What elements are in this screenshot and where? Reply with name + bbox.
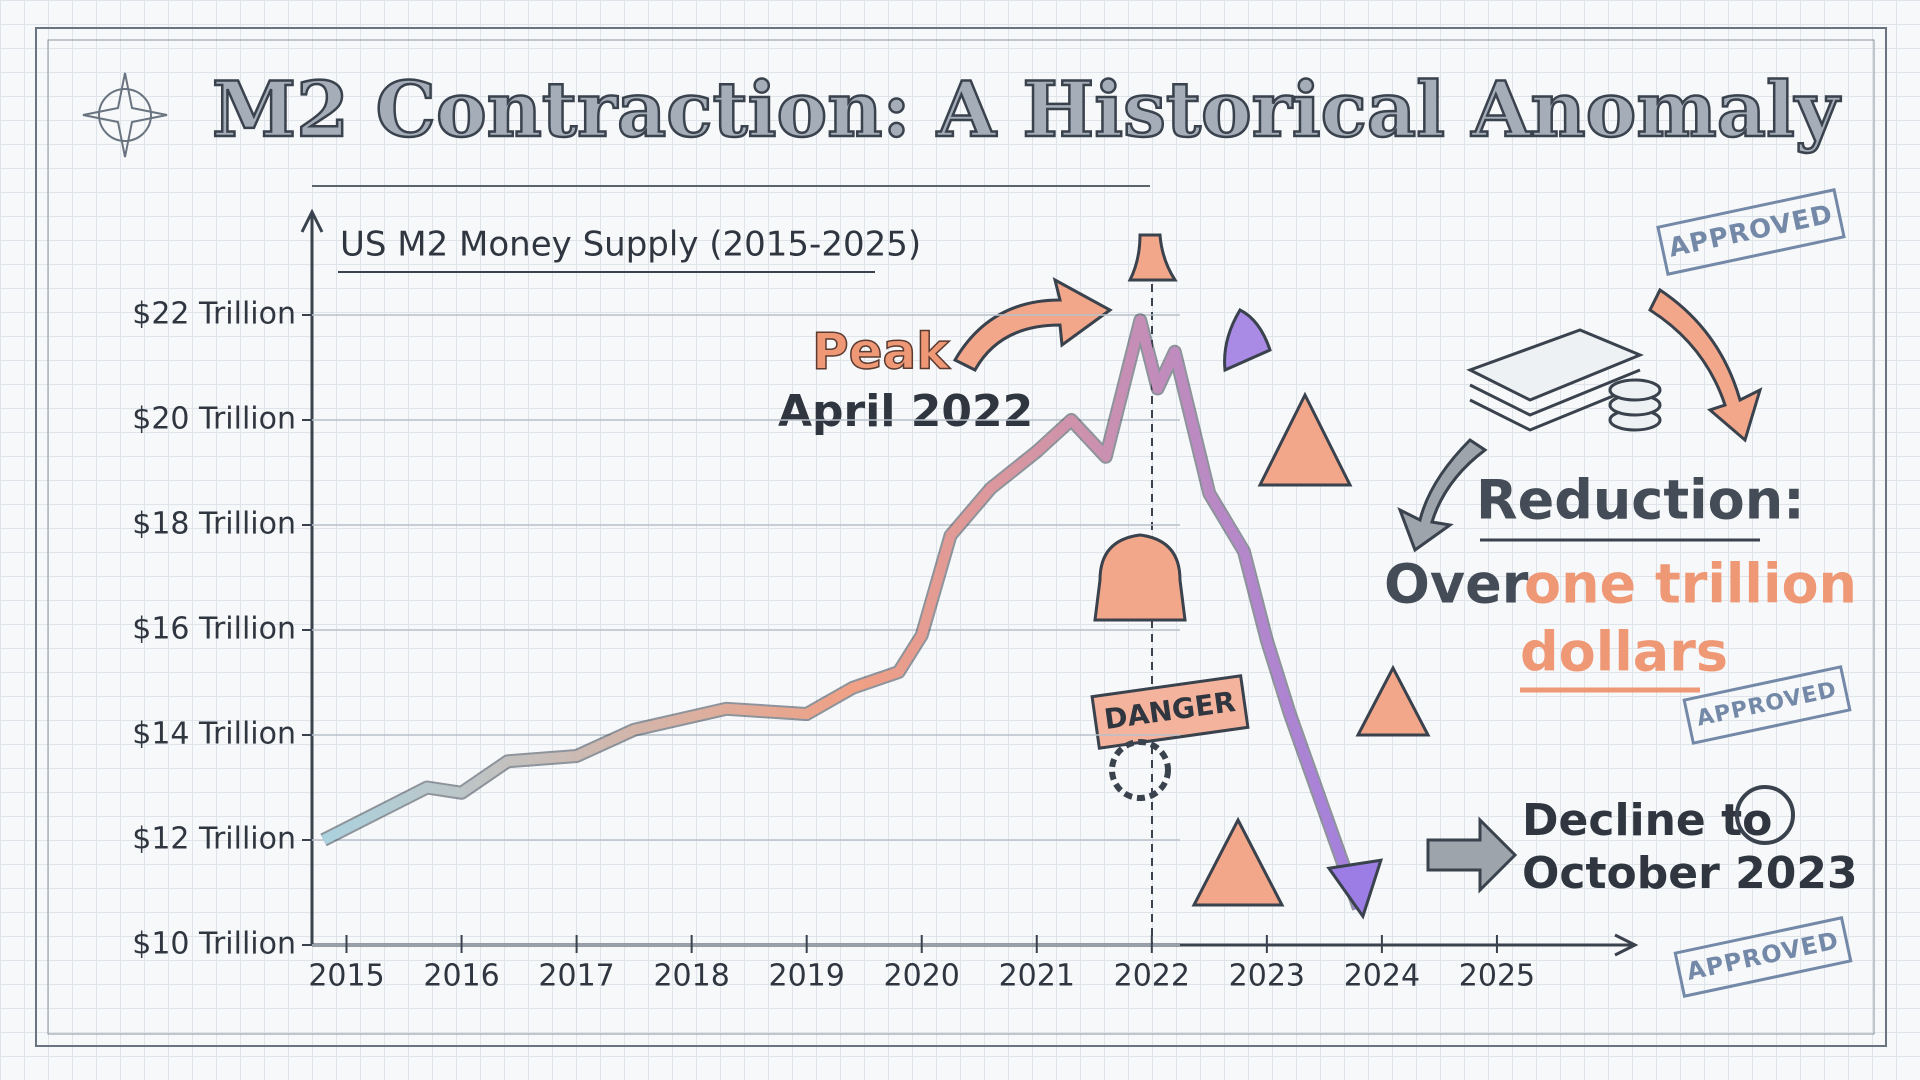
chart-title: M2 Contraction: A Historical Anomaly (212, 65, 1841, 154)
data-line (321, 315, 1364, 910)
y-tick-label: $22 Trillion (132, 297, 296, 332)
x-tick-label: 2015 (308, 959, 384, 994)
arrow-head (1326, 858, 1384, 920)
y-tick-label: $20 Trillion (132, 402, 296, 437)
x-tick-label: 2023 (1229, 959, 1305, 994)
x-tick-label: 2021 (999, 959, 1075, 994)
stopwatch-icon (1735, 785, 1795, 845)
y-tick-label: $16 Trillion (132, 612, 296, 647)
stamp: APPROVED (1656, 188, 1846, 276)
y-tick-label: $18 Trillion (132, 507, 296, 542)
annotation: Over (1384, 553, 1529, 616)
x-tick-label: 2019 (769, 959, 845, 994)
stamp-text: APPROVED (1666, 199, 1836, 263)
annotation: one trillion (1524, 553, 1857, 616)
frame-inner (47, 39, 1875, 1035)
x-tick-label: 2018 (653, 959, 729, 994)
annotation: dollars (1520, 621, 1728, 684)
stamp-text: APPROVED (1695, 677, 1840, 731)
axis-arrow (1614, 933, 1639, 957)
x-tick-label: 2020 (884, 959, 960, 994)
annotation: Decline to (1522, 795, 1772, 846)
x-tick-label: 2022 (1114, 959, 1190, 994)
gear-icon (1109, 739, 1171, 801)
frame (35, 27, 1887, 1047)
x-tick-label: 2025 (1459, 959, 1535, 994)
annotation: Reduction: (1476, 469, 1805, 532)
axis-arrow (300, 208, 324, 233)
arrow (1648, 287, 1763, 443)
bell-icon (1223, 308, 1272, 373)
compass-icon (82, 72, 168, 158)
chart-subtitle: US M2 Money Supply (2015-2025) (340, 225, 921, 265)
y-tick-label: $12 Trillion (132, 822, 296, 857)
arrow (1397, 438, 1488, 553)
annotation: April 2022 (778, 386, 1033, 437)
warning-icons (1093, 233, 1431, 907)
x-tick-label: 2016 (423, 959, 499, 994)
y-tick-label: $10 Trillion (132, 927, 296, 962)
annotation: October 2023 (1522, 848, 1858, 899)
annotation: Peak (812, 323, 951, 381)
peak-arrow (952, 277, 1113, 372)
y-tick-label: $14 Trillion (132, 717, 296, 752)
stamp: APPROVED (1673, 916, 1853, 998)
x-tick-label: 2017 (538, 959, 614, 994)
x-tick-label: 2024 (1344, 959, 1420, 994)
money-icon (1466, 328, 1662, 432)
arrow (1426, 816, 1518, 894)
danger-sign: DANGER (1090, 674, 1250, 750)
